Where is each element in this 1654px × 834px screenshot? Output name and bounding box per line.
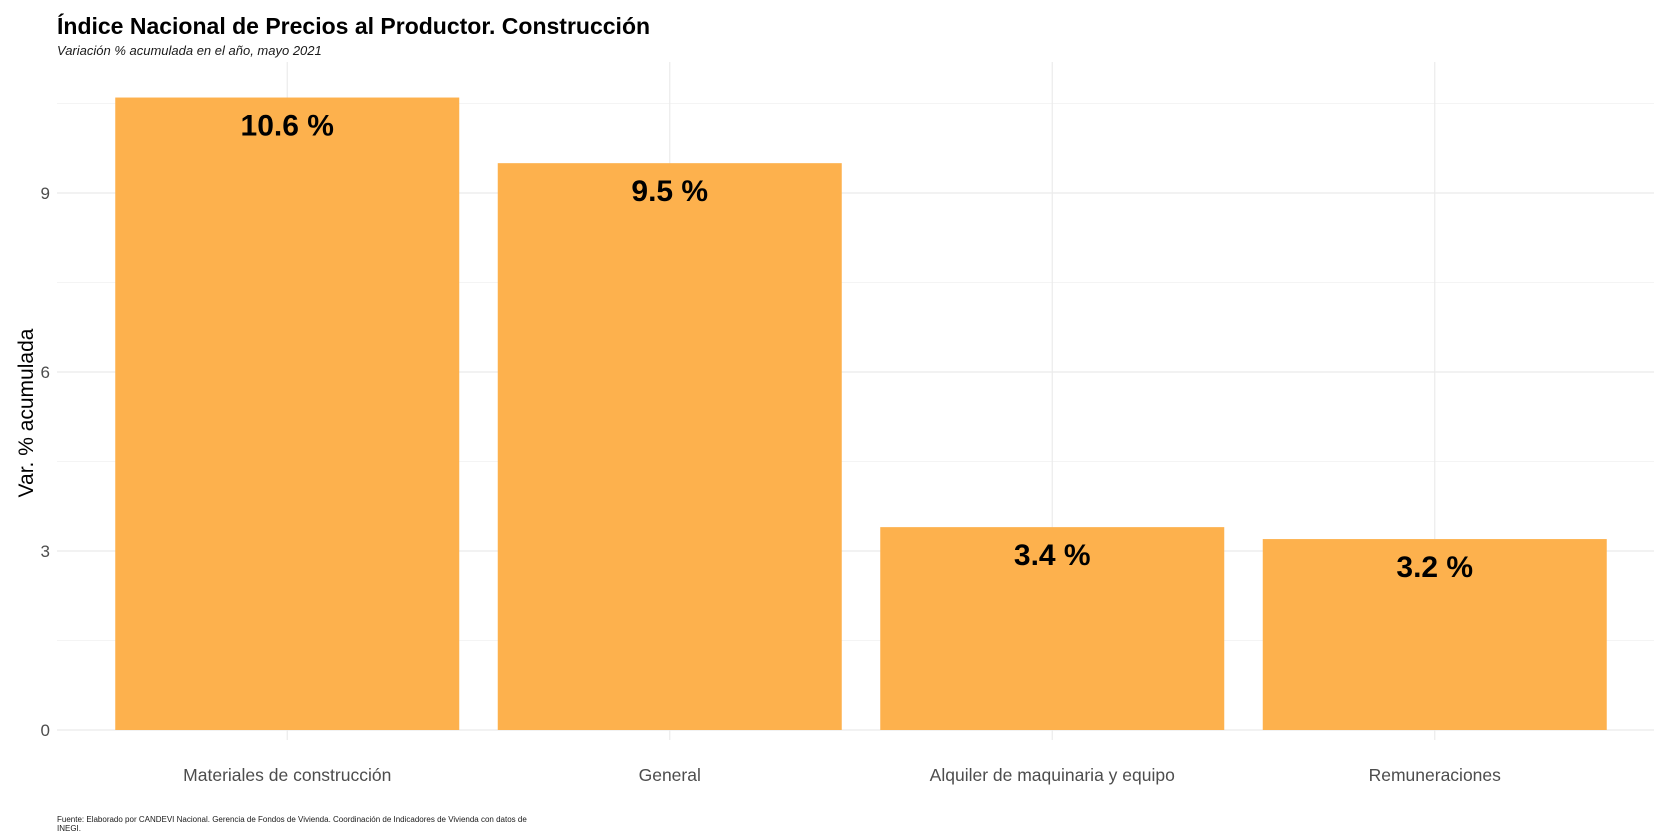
bar xyxy=(1262,539,1607,730)
x-tick-label: Remuneraciones xyxy=(1369,765,1502,785)
x-tick-label: Alquiler de maquinaria y equipo xyxy=(930,765,1175,785)
bar xyxy=(115,97,460,731)
y-axis-ticks: 0 3 6 9 xyxy=(41,184,50,740)
bar xyxy=(497,163,842,730)
data-labels: 10.6 % 9.5 % 3.4 % 3.2 % xyxy=(241,110,1474,585)
bar xyxy=(880,527,1225,730)
y-tick-label: 0 xyxy=(41,721,50,740)
y-tick-label: 9 xyxy=(41,184,50,203)
y-axis-label: Var. % acumulada xyxy=(15,328,38,497)
chart-title: Índice Nacional de Precios al Productor.… xyxy=(57,13,651,39)
x-tick-label: General xyxy=(639,765,701,785)
y-tick-label: 3 xyxy=(41,542,50,561)
data-label: 9.5 % xyxy=(631,175,708,208)
data-label: 3.4 % xyxy=(1014,539,1091,572)
data-label: 3.2 % xyxy=(1396,551,1473,584)
bars xyxy=(115,97,1607,731)
chart-caption: Fuente: Elaborado por CANDEVI Nacional. … xyxy=(57,815,527,833)
data-label: 10.6 % xyxy=(241,110,334,143)
x-tick-label: Materiales de construcción xyxy=(183,765,391,785)
chart-subtitle: Variación % acumulada en el año, mayo 20… xyxy=(57,43,322,58)
y-tick-label: 6 xyxy=(41,363,50,382)
x-axis-ticks: Materiales de construcción General Alquile… xyxy=(183,765,1501,785)
